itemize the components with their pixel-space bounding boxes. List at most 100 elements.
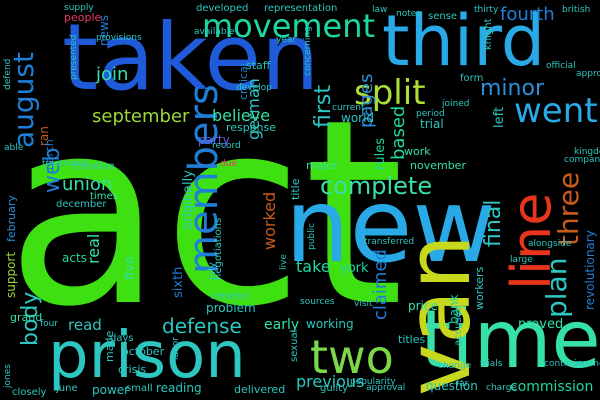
word: available (194, 27, 235, 37)
word: real (84, 233, 103, 264)
word: guilty (320, 383, 349, 394)
word: approved (576, 69, 600, 79)
word: commission (510, 379, 594, 395)
word: sense (428, 11, 458, 22)
word: period (416, 109, 445, 119)
word: official (546, 61, 576, 71)
word: rules (373, 138, 388, 170)
word: due (220, 159, 237, 169)
word: major (306, 159, 338, 172)
word: provisions (96, 33, 142, 43)
word: form (460, 73, 484, 84)
word: popularity (350, 377, 396, 387)
word: union (62, 174, 113, 195)
word: previous (296, 372, 365, 391)
word: plan (540, 257, 573, 318)
word: title (289, 178, 302, 200)
word: concerning (303, 26, 313, 76)
word: labor (171, 337, 181, 360)
word: early (264, 317, 300, 333)
word: van (387, 234, 490, 396)
word: current (332, 103, 365, 113)
word: visit (354, 299, 373, 309)
word: september (92, 106, 190, 127)
word: sources (300, 297, 335, 307)
word: time (420, 293, 600, 386)
word: october (122, 345, 165, 358)
word: left (492, 106, 507, 128)
word: final (481, 199, 506, 247)
word: three (552, 171, 585, 246)
word: read (68, 316, 102, 334)
word: closely (12, 387, 47, 398)
word: notes (396, 9, 421, 19)
word: split (354, 73, 426, 113)
word: prison (48, 319, 246, 393)
word: sixth (171, 266, 186, 298)
word: complete (320, 172, 433, 200)
word: sexual (289, 329, 300, 362)
word: defense (162, 314, 242, 338)
word: japanese (574, 359, 600, 369)
word: able (4, 143, 24, 153)
word: join (96, 64, 129, 85)
word: originally (181, 170, 196, 230)
word: created (210, 291, 249, 302)
word: third (382, 0, 546, 82)
word: price (408, 299, 438, 313)
word: workers (473, 266, 486, 310)
word: develop (236, 83, 272, 93)
word: jones (3, 364, 13, 388)
word: new (285, 167, 496, 286)
word: far (456, 379, 469, 389)
word: creation (74, 161, 115, 172)
word: work (404, 145, 431, 158)
word: trials (480, 359, 503, 369)
word: reading (156, 381, 202, 395)
word: support (4, 251, 18, 298)
word: live (279, 254, 289, 270)
word: two (310, 330, 394, 384)
word: public (307, 222, 317, 250)
word: people (64, 11, 102, 24)
word: august (7, 52, 40, 148)
word: world (341, 111, 375, 125)
word: year (276, 35, 297, 45)
word: alongside (528, 239, 572, 249)
word: titles (398, 333, 426, 346)
word: problem (206, 301, 256, 315)
word: four (40, 319, 59, 329)
word: proved (518, 317, 564, 332)
word: days (110, 333, 134, 344)
word: went (514, 91, 598, 131)
word: york (340, 261, 369, 276)
word: developed (196, 3, 249, 14)
word: party (198, 133, 230, 147)
word: critical (237, 63, 250, 100)
word: delivered (234, 383, 286, 396)
word: approval (366, 383, 406, 393)
word: representation (264, 3, 338, 14)
word: law (372, 5, 388, 15)
word: trial (420, 117, 444, 131)
word: take (296, 257, 331, 276)
word: response (226, 121, 276, 134)
word: kingdom (574, 147, 600, 157)
word: november (410, 159, 466, 172)
word: june (56, 383, 78, 394)
word: february (5, 195, 18, 242)
word: crisis (118, 363, 147, 376)
word: accused (453, 304, 464, 346)
word: worked (260, 191, 279, 250)
word: times (90, 191, 118, 202)
word: claimed (370, 249, 391, 320)
word: change (438, 361, 472, 371)
word: british (562, 5, 591, 15)
word: working (306, 317, 354, 331)
word: july (207, 262, 218, 280)
word: minor (480, 76, 544, 101)
word: five (123, 256, 138, 280)
word: transferred (364, 237, 415, 247)
word: supply (64, 3, 94, 13)
word: thirty (474, 5, 499, 15)
